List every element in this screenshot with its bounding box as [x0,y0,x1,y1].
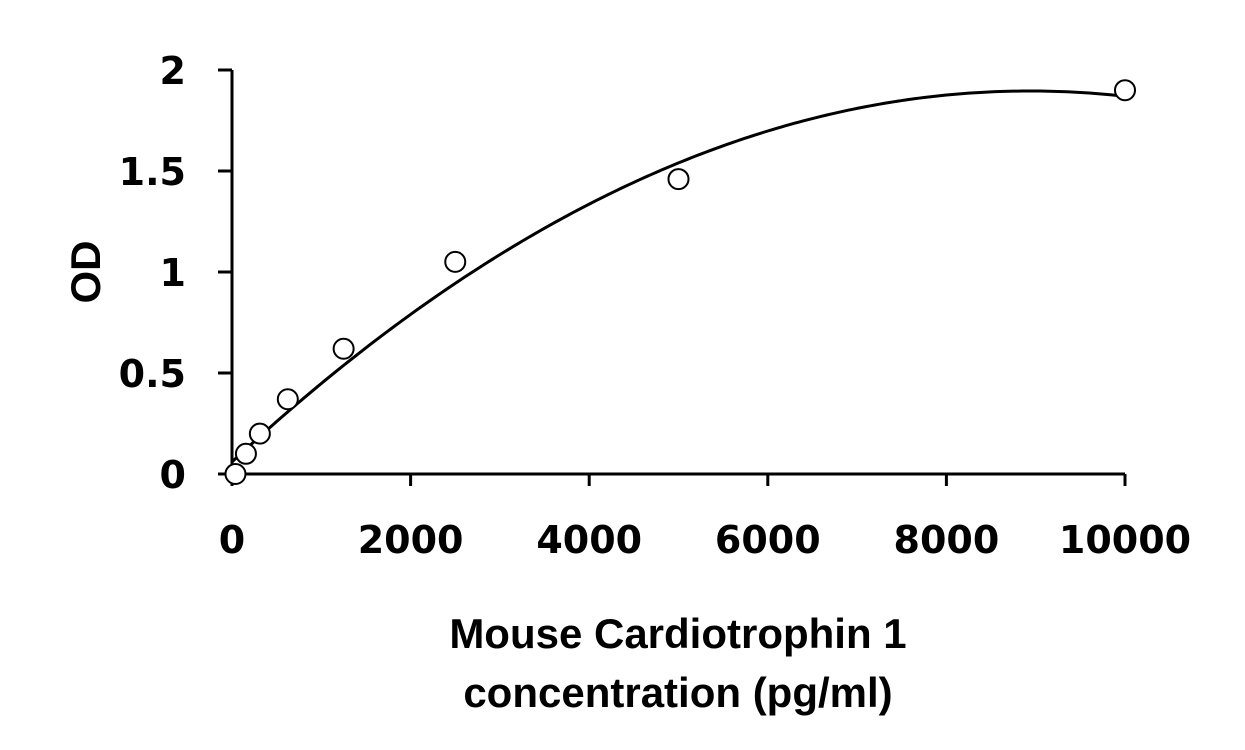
y-axis-title: OD [62,241,109,304]
data-point [234,442,257,465]
y-tick-label: 1 [160,251,186,295]
data-point [332,337,355,360]
x-axis-title-line-1: Mouse Cardiotrophin 1 [449,610,906,657]
y-tick-label: 0 [160,453,186,497]
data-point [224,463,247,485]
axes [218,70,1125,476]
y-axis-ticks: 0 0.5 1 1.5 2 [119,49,232,497]
y-tick-label: 2 [160,49,186,93]
data-point [444,250,467,273]
x-tick-label: 10000 [1059,518,1191,562]
x-tick-label: 2000 [358,518,464,562]
data-point [1114,79,1136,102]
x-axis-title-line-2: concentration (pg/ml) [463,669,892,716]
x-tick-label: 8000 [894,518,1000,562]
data-point [248,422,271,445]
y-tick-label: 0.5 [119,352,186,396]
x-tick-label: 0 [219,518,245,562]
data-points [224,79,1136,485]
x-axis-ticks: 0 2000 4000 6000 8000 10000 [219,474,1191,562]
data-point [667,168,690,191]
x-tick-label: 6000 [715,518,821,562]
x-tick-label: 4000 [536,518,642,562]
y-tick-label: 1.5 [119,150,186,194]
data-point [276,388,299,411]
fit-curve [230,89,1126,463]
